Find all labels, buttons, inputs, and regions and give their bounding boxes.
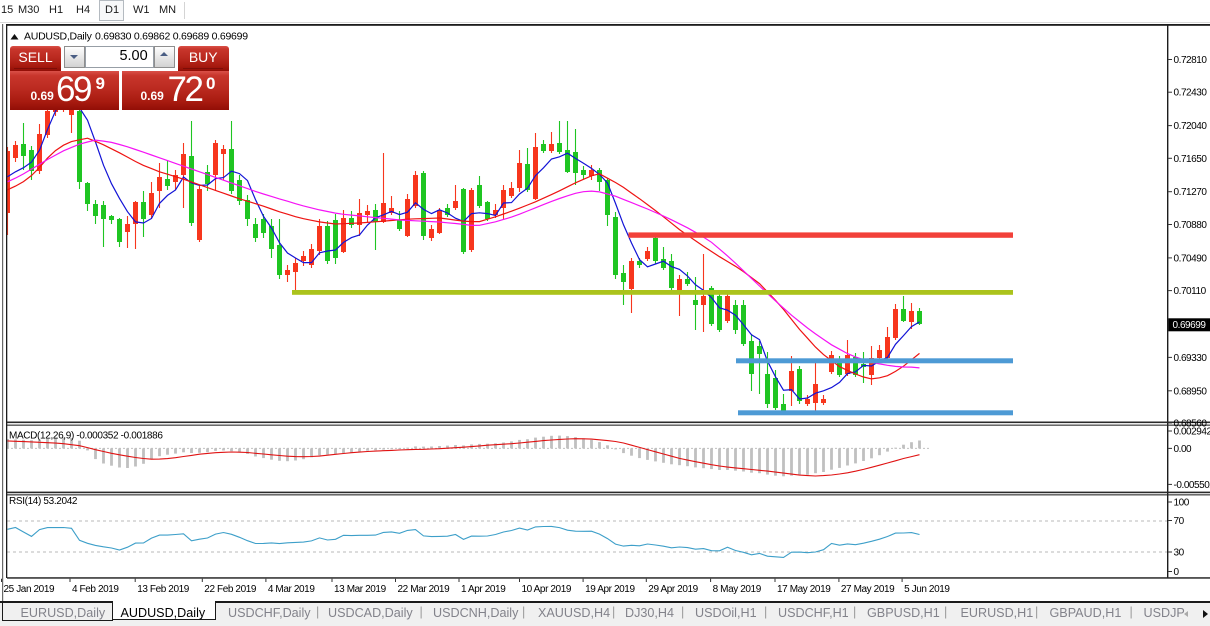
svg-text:22 Mar 2019: 22 Mar 2019	[398, 584, 451, 595]
svg-text:10 Apr 2019: 10 Apr 2019	[522, 584, 572, 595]
svg-text:0.72430: 0.72430	[1174, 88, 1208, 99]
svg-text:MACD(12,26,9) -0.000352 -0.001: MACD(12,26,9) -0.000352 -0.001886	[9, 431, 163, 442]
svg-text:0.69830 0.69862 0.69689 0.6969: 0.69830 0.69862 0.69689 0.69699	[95, 31, 248, 43]
svg-text:29 Apr 2019: 29 Apr 2019	[648, 584, 698, 595]
svg-text:17 May 2019: 17 May 2019	[777, 584, 831, 595]
svg-text:8 May 2019: 8 May 2019	[713, 584, 762, 595]
svg-text:0.70110: 0.70110	[1174, 286, 1207, 297]
svg-text:13 Feb 2019: 13 Feb 2019	[137, 584, 190, 595]
svg-text:0.69699: 0.69699	[1173, 320, 1207, 331]
svg-text:RSI(14) 53.2042: RSI(14) 53.2042	[9, 496, 78, 507]
svg-text:0.68950: 0.68950	[1174, 386, 1208, 397]
svg-text:70: 70	[1174, 516, 1185, 527]
svg-text:5 Jun 2019: 5 Jun 2019	[904, 584, 950, 595]
svg-text:0.00: 0.00	[1174, 444, 1193, 455]
svg-text:-0.0055020: -0.0055020	[1174, 480, 1210, 491]
svg-text:4 Mar 2019: 4 Mar 2019	[268, 584, 315, 595]
svg-text:1 Apr 2019: 1 Apr 2019	[461, 584, 506, 595]
svg-text:0.70880: 0.70880	[1174, 220, 1208, 231]
svg-text:25 Jan 2019: 25 Jan 2019	[4, 584, 55, 595]
svg-text:0: 0	[1174, 567, 1180, 578]
svg-text:100: 100	[1174, 498, 1190, 509]
svg-text:4 Feb 2019: 4 Feb 2019	[72, 584, 119, 595]
svg-text:0.72810: 0.72810	[1174, 55, 1208, 66]
svg-text:13 Mar 2019: 13 Mar 2019	[334, 584, 387, 595]
svg-text:27 May 2019: 27 May 2019	[841, 584, 895, 595]
svg-text:22 Feb 2019: 22 Feb 2019	[204, 584, 257, 595]
svg-text:0.72040: 0.72040	[1174, 121, 1208, 132]
svg-text:0.70490: 0.70490	[1174, 253, 1208, 264]
svg-text:19 Apr 2019: 19 Apr 2019	[585, 584, 635, 595]
svg-text:0.71270: 0.71270	[1174, 187, 1208, 198]
svg-text:0.68560: 0.68560	[1174, 418, 1208, 429]
svg-text:0.71650: 0.71650	[1174, 154, 1208, 165]
svg-text:AUDUSD,Daily: AUDUSD,Daily	[24, 31, 93, 43]
svg-text:30: 30	[1174, 548, 1185, 559]
svg-text:0.69330: 0.69330	[1174, 353, 1208, 364]
